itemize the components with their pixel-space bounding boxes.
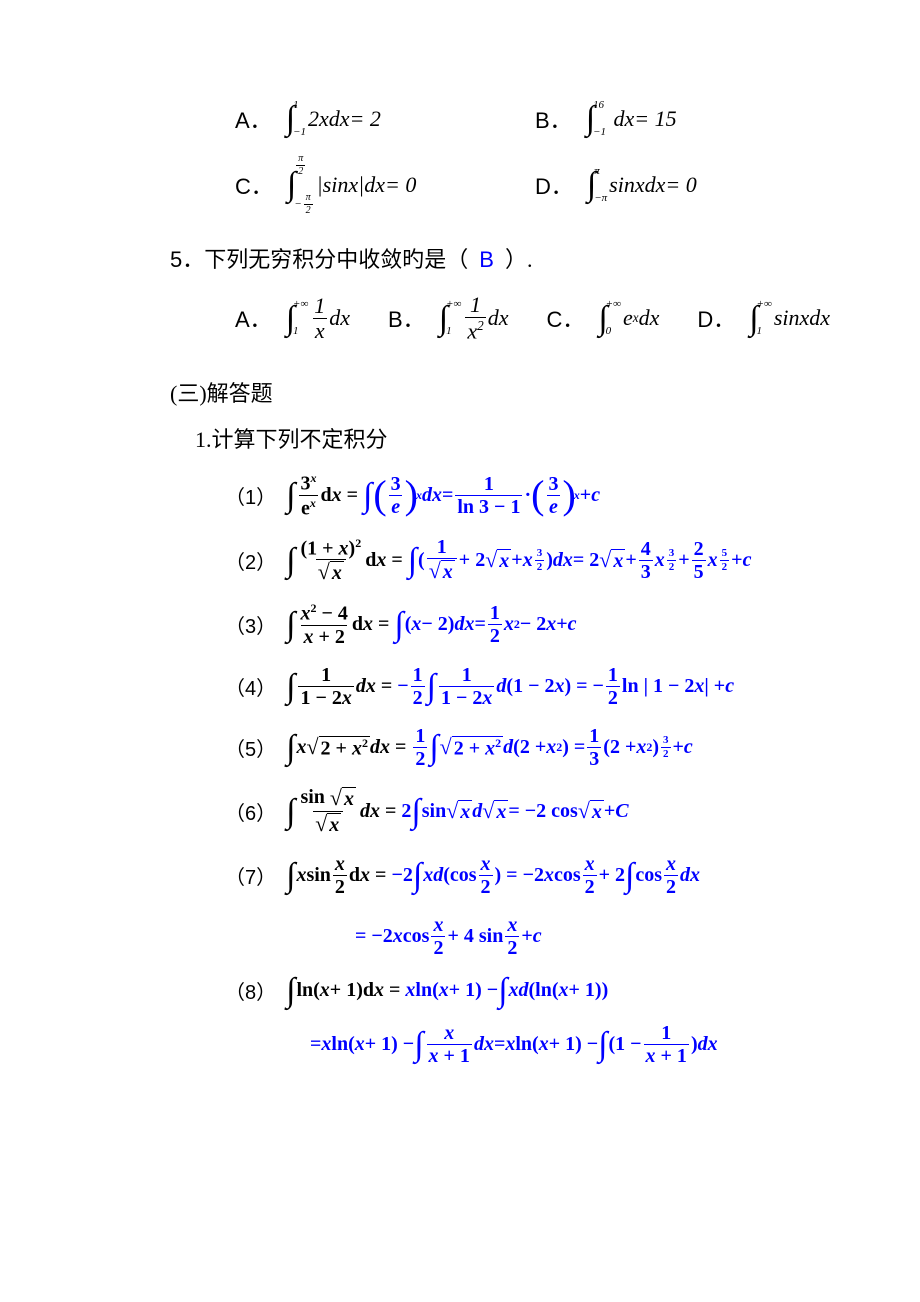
q5-options: A． ∫+∞1 1x dx B． ∫+∞1 1x2 dx C． ∫+∞0 exd… xyxy=(235,294,920,342)
option-label: D． xyxy=(535,169,573,201)
eq-3: （3） ∫ x2 − 4x + 2 dx = ∫(x − 2)dx = 12x2… xyxy=(225,602,920,647)
q5-option-c: C． ∫+∞0 exdx xyxy=(546,299,659,337)
options-row-2: C． ∫π2−π2 |sin x|dx = 0 D． ∫π−π sin xdx … xyxy=(235,154,920,216)
options-row-1: A． ∫1−1 2xdx = 2 B． ∫16−1 dx = 15 xyxy=(235,100,920,138)
eq-7-cont: = −2x cos x2 + 4 sin x2 + c xyxy=(355,915,920,958)
option-label: B． xyxy=(535,103,572,135)
q5-text-after: ）. xyxy=(505,247,533,272)
question-5: 5．下列无穷积分中收敛旳是（ B ）. xyxy=(170,242,920,274)
q5-text: 下列无穷积分中收敛旳是（ xyxy=(204,247,468,272)
section-3-title: (三)解答题 xyxy=(170,376,920,408)
option-b-expr: ∫16−1 dx = 15 xyxy=(586,100,677,138)
q5-answer: B xyxy=(479,247,494,272)
eq-7: （7） ∫x sin x2 dx = −2∫xd(cos x2) = −2x c… xyxy=(225,854,920,897)
eq-4: （4） ∫ 11 − 2x dx = −12 ∫ 11 − 2x d(1 − 2… xyxy=(225,665,920,708)
q5-option-d: D． ∫+∞1 sinxdx xyxy=(697,299,830,337)
eq-8: （8） ∫ln(x + 1)dx = x ln(x + 1) − ∫xd(ln(… xyxy=(225,976,920,1005)
option-a: A． ∫1−1 2xdx = 2 xyxy=(235,100,535,138)
eq-6: （6） ∫ sin √x√x dx = 2∫sin √xd√x = −2 cos… xyxy=(225,787,920,836)
page: A． ∫1−1 2xdx = 2 B． ∫16−1 dx = 15 C． ∫π2… xyxy=(0,0,920,1156)
option-label: A． xyxy=(235,103,272,135)
eq-8-cont: = x ln(x + 1) − ∫ xx + 1 dx = x ln(x + 1… xyxy=(310,1023,920,1066)
sub-1-title: 1.计算下列不定积分 xyxy=(195,422,920,454)
eq-1: （1） ∫ 3xex dx = ∫ (3e)x dx = 1ln 3 − 1 ·… xyxy=(225,472,920,518)
option-b: B． ∫16−1 dx = 15 xyxy=(535,100,677,138)
option-c: C． ∫π2−π2 |sin x|dx = 0 xyxy=(235,154,535,216)
q5-number: 5． xyxy=(170,247,204,272)
option-c-expr: ∫π2−π2 |sin x|dx = 0 xyxy=(287,154,416,216)
option-label: C． xyxy=(235,169,273,201)
option-a-expr: ∫1−1 2xdx = 2 xyxy=(286,100,381,138)
q5-option-a: A． ∫+∞1 1x dx xyxy=(235,295,350,342)
q5-option-b: B． ∫+∞1 1x2 dx xyxy=(388,294,508,342)
option-d-expr: ∫π−π sin xdx = 0 xyxy=(587,166,697,204)
eq-2: （2） ∫ (1 + x)2√x dx = ∫( 1√x + 2√x + x32… xyxy=(225,537,920,585)
eq-5: （5） ∫x √2 + x2 dx = 12 ∫ √2 + x2 d(2 + x… xyxy=(225,726,920,769)
option-d: D． ∫π−π sin xdx = 0 xyxy=(535,166,697,204)
